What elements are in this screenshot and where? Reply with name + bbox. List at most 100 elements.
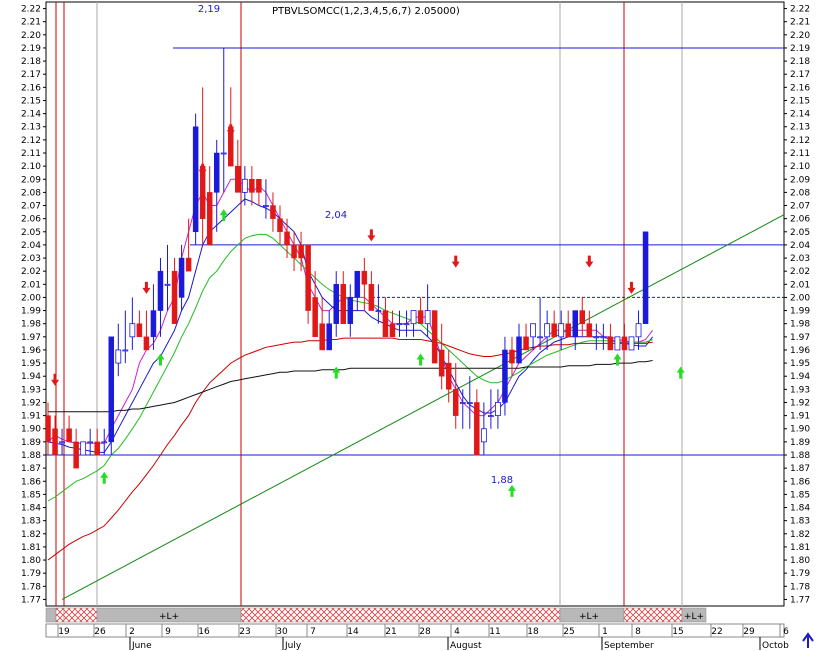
y-tick-label-right: 2.04: [790, 241, 810, 251]
buy-arrow-icon: [676, 366, 685, 379]
x-tick-label: 29: [743, 627, 755, 637]
y-tick-label-right: 2.15: [790, 96, 810, 106]
candle-body: [614, 336, 621, 351]
candle-body: [206, 192, 213, 246]
y-tick-label-left: 1.96: [21, 346, 41, 356]
y-tick-label-left: 2.18: [21, 57, 41, 67]
y-tick-label-right: 1.95: [790, 359, 810, 369]
plot-frame: [45, 1, 785, 607]
y-tick-label-left: 1.82: [21, 530, 41, 540]
candle-body: [249, 179, 255, 193]
candle-body: [600, 336, 607, 339]
y-tick-label-right: 1.86: [790, 477, 810, 487]
y-axis-right: 1.77 1.78 1.79 1.80 1.81 1.82 1.83 1.84 1.85 1.86…: [784, 5, 810, 605]
ma-black-line: [48, 360, 653, 413]
y-tick-label-left: 2.02: [21, 267, 41, 277]
x-tick-label: 22: [711, 627, 722, 637]
y-tick-label-left: 2.15: [21, 96, 41, 106]
y-tick-label-right: 2.14: [790, 110, 810, 120]
band-segment: [63, 607, 98, 623]
buy-arrow-icon: [613, 353, 622, 366]
y-tick-label-right: 2.02: [790, 267, 810, 277]
y-tick-label-left: 2.01: [21, 280, 41, 290]
candle-body: [354, 270, 361, 298]
x-tick-label: 9: [165, 627, 171, 637]
y-tick-label-right: 1.98: [790, 320, 810, 330]
y-tick-label-left: 2.19: [21, 44, 41, 54]
candle-body: [474, 402, 480, 456]
candle-body: [551, 323, 557, 338]
vertical-markers: [55, 2, 683, 606]
x-tick-label: 25: [563, 627, 574, 637]
x-tick-label: 28: [419, 627, 431, 637]
y-tick-label-right: 2.16: [790, 83, 810, 93]
y-tick-label-right: 1.88: [790, 451, 810, 461]
candle-body: [157, 270, 164, 311]
candle-body: [347, 297, 354, 324]
x-tick-label: 18: [527, 627, 539, 637]
y-tick-label-right: 1.79: [790, 569, 810, 579]
annotation-mid: 2,04: [325, 210, 347, 221]
annotation-low: 1,88: [491, 475, 513, 486]
candle-body: [480, 428, 487, 443]
candles: [45, 47, 649, 469]
candle-body: [586, 323, 593, 338]
scroll-up-arrow-icon[interactable]: [802, 632, 814, 648]
candle-body: [66, 428, 72, 443]
y-tick-label-right: 2.13: [790, 123, 810, 133]
y-tick-label-left: 2.08: [21, 188, 41, 198]
y-tick-label-right: 2.19: [790, 44, 810, 54]
candle-body: [424, 310, 431, 325]
y-tick-label-left: 1.85: [21, 490, 41, 500]
y-tick-label-left: 1.87: [21, 464, 41, 474]
y-tick-label-left: 2.06: [21, 215, 41, 225]
candle-body: [220, 152, 227, 155]
candle-body: [52, 428, 58, 456]
y-tick-label-left: 2.03: [21, 254, 41, 264]
candle-body: [171, 270, 178, 324]
band-segment: [623, 607, 683, 623]
y-tick-label-right: 1.81: [790, 543, 810, 553]
x-tick-label: 21: [385, 627, 396, 637]
candle-body: [417, 310, 424, 324]
candle-body: [579, 310, 586, 324]
candle-body: [129, 323, 136, 338]
y-tick-label-left: 2.14: [21, 110, 41, 120]
candle-body: [572, 310, 578, 338]
y-tick-label-left: 1.88: [21, 451, 41, 461]
y-tick-label-left: 1.97: [21, 333, 41, 343]
y-tick-label-right: 2.05: [790, 228, 810, 238]
y-tick-label-right: 2.20: [790, 31, 810, 41]
candle-body: [593, 336, 600, 339]
y-tick-label-left: 1.93: [21, 385, 41, 395]
candle-body: [607, 336, 614, 351]
x-tick-label: 7: [310, 627, 316, 637]
candle-body: [382, 310, 389, 338]
y-tick-label-right: 1.92: [790, 398, 810, 408]
candle-body: [635, 323, 642, 338]
y-tick-label-right: 2.00: [790, 293, 810, 303]
candle-body: [305, 244, 311, 311]
y-tick-label-left: 1.84: [21, 504, 41, 514]
candle-body: [284, 231, 290, 246]
candle-body: [45, 415, 51, 443]
y-tick-label-left: 2.04: [21, 241, 41, 251]
y-tick-label-left: 1.77: [21, 595, 41, 605]
band-label: +L+: [159, 612, 179, 622]
candle-body: [621, 336, 628, 351]
candle-body: [94, 441, 100, 456]
y-tick-label-right: 2.18: [790, 57, 810, 67]
candle-body: [452, 389, 459, 416]
y-tick-label-left: 1.83: [21, 517, 41, 527]
y-tick-label-left: 2.11: [21, 149, 41, 159]
month-label: September: [604, 641, 654, 651]
candle-body: [150, 310, 157, 338]
y-tick-label-right: 1.77: [790, 595, 810, 605]
candle-body: [192, 126, 199, 233]
y-tick-label-right: 1.94: [790, 372, 810, 382]
chart-title: PTBVLSOMCC(1,2,3,4,5,6,7) 2.05000): [272, 6, 460, 17]
y-tick-label-left: 1.92: [21, 398, 41, 408]
signal-arrows: [51, 124, 685, 497]
candle-body: [108, 336, 115, 443]
candle-body: [466, 402, 473, 404]
